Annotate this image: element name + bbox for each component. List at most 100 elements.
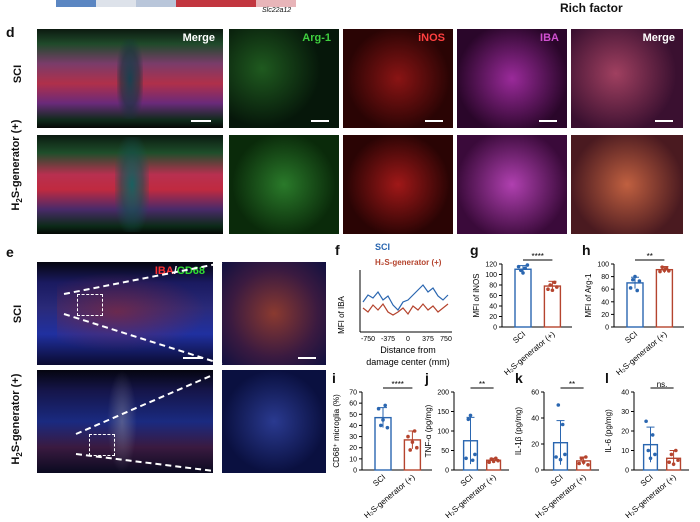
g-point — [519, 268, 523, 273]
g-ytick-label: 40 — [489, 304, 497, 311]
j-ytick-label: 150 — [437, 409, 449, 416]
e-stain-label: IBA/CD68 — [154, 265, 205, 277]
g-bar — [543, 285, 562, 328]
d-col-merge2-label: Merge — [642, 32, 675, 44]
k-point — [556, 403, 561, 407]
i-ytick-label: 40 — [349, 423, 357, 430]
f-xtick: -750 — [361, 336, 375, 343]
h-ytick-label: 20 — [601, 312, 609, 319]
e-zoom-connectors — [63, 262, 223, 473]
k-point — [579, 456, 584, 461]
f-xticks: -750 -375 0 375 750 — [361, 336, 452, 343]
l-point — [667, 460, 671, 464]
gene-label: Slc22a12 — [262, 7, 292, 14]
k-ytick-label: 20 — [531, 442, 539, 449]
h-ytick-label: 80 — [601, 274, 609, 281]
f-ylabel: MFI of IBA — [337, 295, 346, 333]
e-h2s-section-image — [37, 370, 213, 473]
k-point — [558, 457, 563, 462]
panel-g-chart: MFI of iNOS 0 20 40 60 80 100 120 **** SCIH₂S-gen… — [472, 252, 572, 375]
i-xcat: SCI — [371, 473, 387, 488]
rich-factor-label: Rich factor — [560, 1, 623, 15]
g-xcat: H₂S-generator (+) — [502, 329, 557, 375]
g-ylabel: MFI of iNOS — [472, 273, 481, 317]
l-point — [653, 452, 657, 457]
zoom-box — [89, 434, 115, 456]
h-sig-label: ** — [647, 252, 653, 261]
j-point — [494, 456, 498, 461]
g-point — [516, 264, 521, 269]
f-legend-sci: SCI — [375, 242, 390, 252]
h-point — [637, 279, 642, 283]
l-point — [676, 458, 680, 463]
panel-j-chart: TNF-α (pg/mg)050100150200**SCIH₂S-genera… — [424, 380, 509, 518]
h-ytick-label: 0 — [605, 325, 609, 332]
d-col-arg1-label: Arg-1 — [302, 32, 331, 44]
top-color-strip — [56, 0, 296, 7]
g-point — [550, 288, 555, 293]
f-xtick: 0 — [406, 336, 410, 343]
d-col-inos-label: iNOS — [418, 32, 445, 44]
j-point — [470, 458, 475, 463]
j-point — [466, 417, 471, 422]
f-xtick: 750 — [440, 336, 452, 343]
l-point — [671, 462, 676, 466]
k-ytick-label: 40 — [531, 416, 539, 423]
scale-bar — [655, 120, 673, 122]
i-ytick-label: 30 — [349, 434, 357, 441]
h-xcat: SCI — [623, 330, 639, 345]
scale-bar — [191, 120, 211, 122]
i-point — [415, 445, 419, 450]
h-point — [660, 265, 664, 269]
g-xcat: SCI — [511, 330, 527, 345]
scale-bar — [298, 357, 316, 359]
k-point — [584, 455, 588, 459]
f-xtick: -375 — [381, 336, 395, 343]
k-ytick-label: 0 — [535, 468, 539, 475]
i-ytick-label: 20 — [349, 445, 357, 452]
j-ytick-label: 100 — [437, 429, 449, 436]
i-ytick-label: 10 — [349, 456, 357, 463]
h-xcat: H₂S-generator (+) — [614, 329, 669, 375]
l-sig-label: ns. — [657, 380, 668, 389]
d-sci-arg1-image: Arg-1 — [229, 29, 339, 128]
g-point — [552, 280, 557, 285]
h-ytick-label: 40 — [601, 299, 609, 306]
g-ytick-label: 0 — [493, 325, 497, 332]
i-point — [408, 448, 412, 452]
g-ytick-label: 100 — [485, 272, 497, 279]
g-point — [523, 266, 527, 270]
l-point — [669, 452, 674, 457]
i-ytick-label: 0 — [353, 468, 357, 475]
i-point — [379, 423, 383, 428]
scale-bar — [425, 120, 443, 122]
panel-k-letter: k — [515, 370, 523, 386]
l-point — [650, 433, 655, 437]
f-xlabel-2: damage center (mm) — [366, 357, 450, 367]
h-bar — [626, 282, 644, 328]
scale-bar — [539, 120, 557, 122]
panel-d-letter: d — [6, 24, 15, 40]
j-ytick-label: 50 — [441, 448, 449, 455]
j-point — [464, 456, 468, 461]
i-point — [385, 425, 390, 430]
i-ytick-label: 60 — [349, 401, 357, 408]
j-point — [468, 413, 473, 418]
i-point — [412, 429, 417, 433]
d-h2s-merge2-image — [571, 135, 683, 234]
k-point — [577, 461, 581, 466]
swatch — [96, 0, 136, 7]
k-ylabel: IL-1β (pg/mg) — [514, 407, 523, 456]
g-point — [555, 285, 559, 289]
swatch — [216, 0, 256, 7]
e-sci-section-image: IBA/CD68 — [37, 262, 213, 365]
i-point — [381, 418, 385, 422]
j-point — [473, 452, 477, 457]
e-h2s-zoom-image — [222, 370, 326, 473]
l-point — [674, 448, 678, 453]
j-ytick-label: 0 — [445, 468, 449, 475]
panel-e-letter: e — [6, 244, 14, 260]
d-sci-iba-image: IBA — [457, 29, 567, 128]
d-col-iba-label: IBA — [540, 32, 559, 44]
